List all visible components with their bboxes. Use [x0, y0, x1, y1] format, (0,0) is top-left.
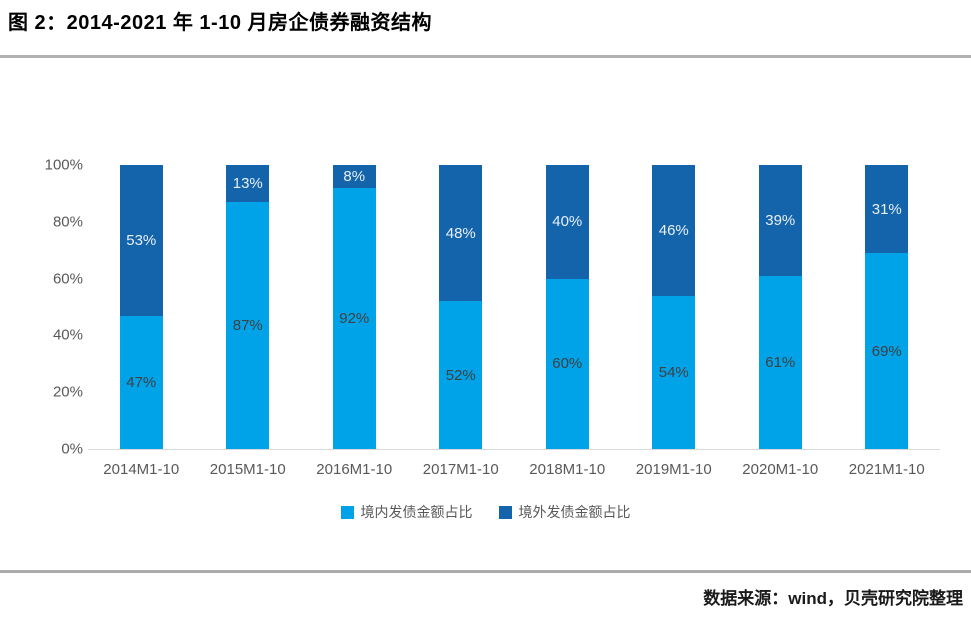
x-tick-label: 2019M1-10	[635, 461, 712, 478]
bar-cell: 31% 69%	[834, 165, 941, 449]
legend-swatch-icon	[340, 505, 354, 519]
bar-segment: 31%	[865, 165, 909, 254]
stacked-bar: 53% 47%	[119, 165, 163, 449]
bar-value-label: 61%	[765, 353, 796, 371]
plot-area: 53% 47% 13% 87% 8% 92% 48% 52% 40% 60% 46% 54% 39% 61…	[88, 165, 940, 450]
bar-cell: 40% 60%	[514, 165, 621, 449]
bar-segment: 60%	[545, 278, 589, 449]
bar-value-label: 40%	[552, 213, 583, 231]
bar-value-label: 46%	[658, 221, 689, 239]
x-tick-label: 2014M1-10	[103, 461, 180, 478]
bar-segment: 48%	[439, 165, 483, 302]
x-tick-label: 2015M1-10	[209, 461, 286, 478]
legend: 境内发债金额占比 境外发债金额占比	[0, 502, 971, 522]
y-tick-label: 80%	[52, 213, 83, 231]
title-divider	[0, 55, 971, 58]
legend-label: 境外发债金额占比	[518, 504, 631, 520]
legend-label: 境内发债金额占比	[360, 504, 473, 520]
bar-segment: 47%	[119, 315, 163, 449]
bar-cell: 48% 52%	[408, 165, 515, 449]
bar-value-label: 52%	[445, 366, 476, 384]
bar-segment: 39%	[758, 165, 802, 276]
bar-segment: 61%	[758, 275, 802, 449]
bar-value-label: 54%	[658, 363, 689, 381]
bar-value-label: 60%	[552, 355, 583, 373]
bar-value-label: 69%	[871, 342, 902, 360]
y-tick-label: 20%	[52, 383, 83, 401]
bar-value-label: 31%	[871, 200, 902, 218]
footer-divider	[0, 570, 971, 573]
bar-segment: 69%	[865, 253, 909, 449]
bar-segment: 87%	[226, 201, 270, 449]
stacked-bar: 46% 54%	[652, 165, 696, 449]
x-tick-label: 2017M1-10	[422, 461, 499, 478]
x-axis-labels: 2014M1-10 2015M1-10 2016M1-10 2017M1-10 2018…	[88, 461, 940, 478]
bar-value-label: 92%	[339, 309, 370, 327]
stacked-bar: 8% 92%	[332, 165, 376, 449]
bar-value-label: 39%	[765, 211, 796, 229]
bar-value-label: 13%	[232, 174, 263, 192]
x-tick-label: 2021M1-10	[848, 461, 925, 478]
bar-value-label: 53%	[126, 231, 157, 249]
bar-value-label: 48%	[445, 224, 476, 242]
bar-cell: 39% 61%	[727, 165, 834, 449]
bar-segment: 46%	[652, 165, 696, 296]
x-tick-label: 2020M1-10	[742, 461, 819, 478]
bar-cell: 8% 92%	[301, 165, 408, 449]
bar-segment: 13%	[226, 165, 270, 202]
bar-segment: 92%	[332, 187, 376, 449]
bar-cell: 53% 47%	[88, 165, 195, 449]
bar-segment: 54%	[652, 295, 696, 449]
stacked-bar: 31% 69%	[865, 165, 909, 449]
bar-segment: 40%	[545, 165, 589, 279]
legend-item: 境外发债金额占比	[498, 502, 631, 522]
bar-value-label: 87%	[232, 316, 263, 334]
bar-segment: 53%	[119, 165, 163, 316]
stacked-bar: 48% 52%	[439, 165, 483, 449]
y-axis: 0% 20% 40% 60% 80% 100%	[20, 158, 83, 457]
bar-segment: 8%	[332, 165, 376, 188]
bar-cell: 46% 54%	[621, 165, 728, 449]
y-tick-label: 60%	[52, 270, 83, 288]
x-tick-label: 2016M1-10	[316, 461, 393, 478]
x-tick-label: 2018M1-10	[529, 461, 606, 478]
legend-item: 境内发债金额占比	[340, 502, 473, 522]
y-tick-label: 0%	[61, 440, 83, 458]
bar-segment: 52%	[439, 301, 483, 449]
bar-value-label: 8%	[343, 167, 366, 185]
stacked-bar: 13% 87%	[226, 165, 270, 449]
bar-value-label: 47%	[126, 373, 157, 391]
y-tick-label: 100%	[44, 156, 83, 174]
legend-swatch-icon	[498, 505, 512, 519]
data-source-note: 数据来源：wind，贝壳研究院整理	[703, 589, 963, 608]
stacked-bar: 40% 60%	[545, 165, 589, 449]
stacked-bar: 39% 61%	[758, 165, 802, 449]
y-tick-label: 40%	[52, 326, 83, 344]
figure-title: 图 2：2014-2021 年 1-10 月房企债券融资结构	[8, 12, 433, 34]
bar-cell: 13% 87%	[195, 165, 302, 449]
